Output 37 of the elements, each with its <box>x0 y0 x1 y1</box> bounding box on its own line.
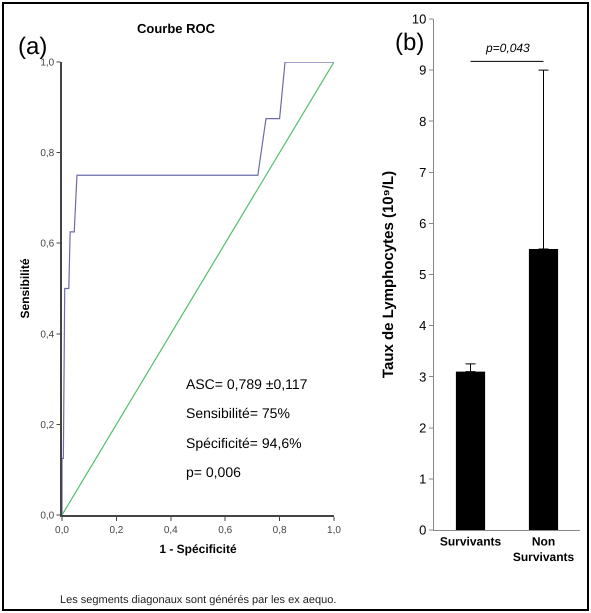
annotation: Sensibilité= 75% <box>186 405 290 421</box>
y-tick-label: 1 <box>419 471 426 486</box>
x-tick-label: 1,0 <box>327 524 342 536</box>
y-tick-label: 6 <box>419 216 426 231</box>
x-tick-label: Survivants <box>440 534 502 548</box>
annotation: p=0,043 <box>485 41 530 55</box>
x-tick-label: 0,8 <box>272 524 287 536</box>
y-axis-title: Sensibilité <box>18 258 32 319</box>
x-tick-label: 0,6 <box>218 524 233 536</box>
x-tick-label: 0,4 <box>164 524 178 536</box>
y-tick-label: 7 <box>419 164 426 180</box>
y-tick-label: 0,6 <box>40 238 55 250</box>
y-tick-label: 0,2 <box>40 420 55 431</box>
text: Les segments diagonaux sont générés par les ex aequo. <box>60 594 336 606</box>
y-tick-label: 0,0 <box>40 510 55 522</box>
y-tick-label: 8 <box>419 114 426 129</box>
y-tick-label: 2 <box>419 420 426 436</box>
y-tick-label: 0,4 <box>40 329 55 340</box>
annotation: ASC= 0,789 ±0,117 <box>186 376 308 392</box>
y-tick-label: 9 <box>419 62 426 78</box>
y-tick-label: 1,0 <box>40 58 55 68</box>
y-axis-title: Taux de Lymphocytes (10⁹/L) <box>380 170 398 378</box>
x-axis-title: 1 - Spécificité <box>159 542 237 556</box>
annotation: Spécificité= 94,6% <box>186 435 302 451</box>
chart-title: Courbe ROC <box>137 21 216 36</box>
annotation: p= 0,006 <box>186 464 242 480</box>
y-tick-label: 0,8 <box>40 148 55 160</box>
x-tick-label: 0,0 <box>55 524 70 536</box>
y-tick-label: 10 <box>412 12 426 27</box>
y-tick-label: 3 <box>419 369 426 384</box>
x-tick-label: 0,2 <box>109 524 124 536</box>
text: (b) <box>395 29 424 56</box>
y-tick-label: 5 <box>419 267 426 282</box>
y-tick-label: 4 <box>419 318 426 334</box>
y-tick-label: 0 <box>419 522 426 538</box>
x-tick-label: Non Survivants <box>512 534 575 564</box>
text: (a) <box>18 33 48 60</box>
